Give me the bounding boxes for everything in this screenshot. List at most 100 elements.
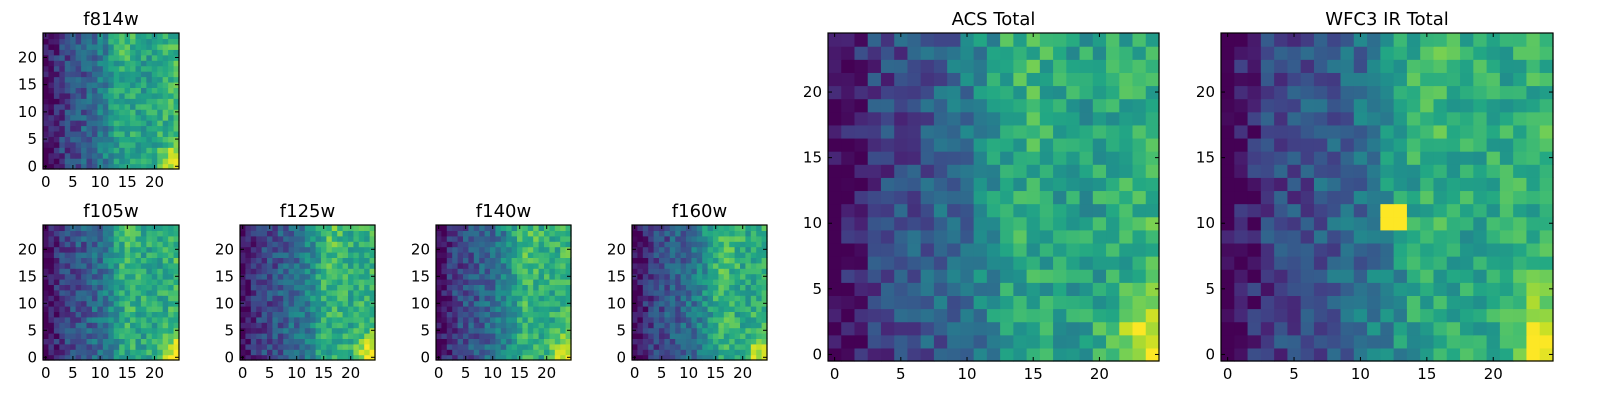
heatmap-cell bbox=[1380, 111, 1395, 126]
heatmap-cell bbox=[648, 268, 655, 275]
heatmap-cell bbox=[517, 262, 523, 269]
heatmap-cell bbox=[48, 349, 55, 356]
heatmap-cell bbox=[1234, 308, 1249, 323]
heatmap-cell bbox=[1433, 321, 1448, 336]
heatmap-cell bbox=[841, 321, 856, 336]
heatmap-cell bbox=[146, 163, 153, 170]
heatmap-cell bbox=[70, 49, 77, 56]
heatmap-cell bbox=[59, 279, 66, 285]
heatmap-cell bbox=[549, 289, 556, 296]
heatmap-cell bbox=[723, 289, 730, 296]
heatmap-cell bbox=[707, 349, 714, 356]
heatmap-cell bbox=[1460, 151, 1474, 165]
heatmap-cell bbox=[1446, 177, 1461, 192]
heatmap-cell bbox=[64, 289, 71, 296]
heatmap-cell bbox=[135, 257, 142, 264]
heatmap-cell bbox=[326, 311, 333, 318]
heatmap-cell bbox=[828, 269, 842, 283]
heatmap-cell bbox=[702, 322, 709, 329]
heatmap-cell bbox=[1499, 124, 1514, 139]
heatmap-cell bbox=[1145, 33, 1160, 47]
heatmap-cell bbox=[64, 114, 71, 121]
heatmap-cell bbox=[119, 295, 126, 302]
heatmap-cell bbox=[86, 333, 93, 339]
heatmap-cell bbox=[933, 216, 948, 231]
heatmap-cell bbox=[538, 235, 545, 242]
heatmap-cell bbox=[119, 338, 126, 345]
heatmap-cell bbox=[637, 241, 644, 248]
heatmap-cell bbox=[565, 289, 572, 296]
heatmap-cell bbox=[533, 306, 540, 312]
heatmap-cell bbox=[1327, 72, 1342, 87]
heatmap-cell bbox=[1380, 59, 1395, 73]
heatmap-cell bbox=[664, 225, 671, 231]
heatmap-cell bbox=[436, 316, 442, 323]
heatmap-cell bbox=[533, 327, 540, 334]
heatmap-cell bbox=[321, 230, 327, 237]
heatmap-cell bbox=[653, 284, 660, 291]
heatmap-cell bbox=[59, 92, 66, 99]
heatmap-cell bbox=[1092, 321, 1107, 336]
heatmap-cell bbox=[756, 262, 763, 269]
heatmap-cell bbox=[64, 241, 71, 248]
heatmap-cell bbox=[1000, 137, 1014, 152]
heatmap-cell bbox=[457, 241, 464, 248]
heatmap-cell bbox=[157, 230, 164, 237]
heatmap-cell bbox=[664, 349, 671, 356]
heatmap-cell bbox=[288, 262, 295, 269]
heatmap-cell bbox=[272, 306, 279, 312]
heatmap-cell bbox=[452, 252, 459, 258]
heatmap-cell bbox=[479, 268, 486, 275]
heatmap-cell bbox=[315, 349, 322, 356]
heatmap-cell bbox=[369, 311, 376, 318]
heatmap-cell bbox=[102, 60, 109, 67]
heatmap-cell bbox=[342, 289, 349, 296]
heatmap-cell bbox=[522, 306, 529, 312]
heatmap-cell bbox=[500, 349, 507, 356]
heatmap-cell bbox=[632, 279, 638, 285]
heatmap-cell bbox=[272, 284, 279, 291]
heatmap-cell bbox=[53, 338, 60, 345]
heatmap-cell bbox=[441, 284, 448, 291]
heatmap-cell bbox=[1393, 295, 1408, 310]
heatmap-cell bbox=[140, 60, 147, 67]
heatmap-cell bbox=[880, 216, 895, 231]
heatmap-cell bbox=[358, 268, 365, 275]
heatmap-cell bbox=[272, 279, 279, 285]
heatmap-cell bbox=[1274, 151, 1288, 165]
heatmap-cell bbox=[648, 284, 655, 291]
heatmap-cell bbox=[91, 327, 98, 334]
heatmap-cell bbox=[479, 322, 486, 329]
heatmap-cell bbox=[358, 230, 365, 237]
heatmap-cell bbox=[920, 111, 935, 126]
heatmap-cell bbox=[549, 262, 556, 269]
heatmap-cell bbox=[468, 349, 475, 356]
heatmap-cell bbox=[1526, 164, 1541, 178]
heatmap-cell bbox=[337, 252, 344, 258]
heatmap-cell bbox=[342, 257, 349, 264]
heatmap-cell bbox=[653, 273, 660, 280]
heatmap-cell bbox=[463, 289, 469, 296]
heatmap-cell bbox=[86, 130, 93, 137]
heatmap-cell bbox=[250, 327, 257, 334]
heatmap-cell bbox=[124, 92, 131, 99]
heatmap-cell bbox=[479, 279, 486, 285]
heatmap-cell bbox=[299, 284, 306, 291]
heatmap-cell bbox=[659, 230, 665, 237]
heatmap-cell bbox=[272, 257, 279, 264]
heatmap-cell bbox=[718, 354, 725, 361]
heatmap-cell bbox=[173, 158, 180, 165]
heatmap-cell bbox=[113, 235, 120, 242]
heatmap-cell bbox=[48, 327, 55, 334]
heatmap-cell bbox=[348, 246, 354, 253]
heatmap-cell bbox=[267, 349, 273, 356]
heatmap-cell bbox=[261, 257, 268, 264]
heatmap-cell bbox=[326, 268, 333, 275]
heatmap-cell bbox=[157, 289, 164, 296]
heatmap-cell bbox=[867, 203, 882, 218]
heatmap-cell bbox=[841, 269, 856, 283]
heatmap-cell bbox=[479, 230, 486, 237]
heatmap-cell bbox=[364, 289, 371, 296]
heatmap-cell bbox=[511, 262, 518, 269]
heatmap-cell bbox=[1106, 295, 1120, 310]
